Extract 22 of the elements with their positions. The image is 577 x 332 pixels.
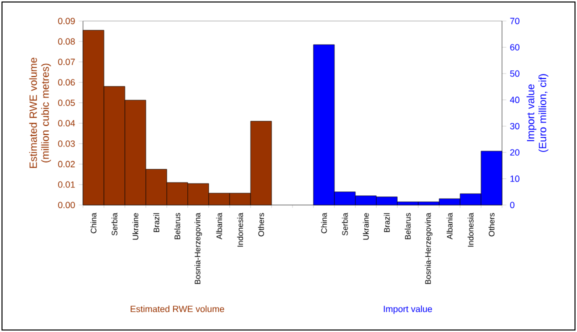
y2-tick-label: 60: [510, 44, 520, 50]
y2-tick-label: 40: [510, 96, 520, 104]
text: Estimated RWE volume: [130, 306, 224, 312]
y-tick-label: 0.06: [58, 79, 75, 86]
y-tick-label: 0.03: [58, 140, 75, 147]
y2-axis-title: Import value (Euro million, cif): [526, 74, 548, 152]
y-tick-label: 0.04: [58, 120, 75, 126]
text: Import value: [384, 306, 432, 314]
y-tick-label: 0.07: [58, 58, 75, 66]
y2-tick-label: 20: [510, 149, 520, 156]
y-tick-label: 0.09: [58, 18, 75, 24]
y2-tick-label: 50: [510, 70, 520, 77]
y-tick-label: 0.01: [58, 181, 75, 188]
y2-tick-label: 0: [510, 202, 514, 208]
y2-tick-label: 70: [510, 18, 520, 24]
y2-tick-label: 10: [510, 176, 520, 182]
y-tick-label: 0.08: [58, 38, 75, 45]
y-tick-label: 0.05: [58, 100, 75, 106]
y-axis-title: Estimated RWE volume (million cubic metres): [29, 58, 51, 168]
y-tick-label: 0.00: [58, 202, 75, 208]
y2-tick-label: 30: [510, 122, 520, 130]
y-tick-label: 0.02: [58, 160, 75, 168]
